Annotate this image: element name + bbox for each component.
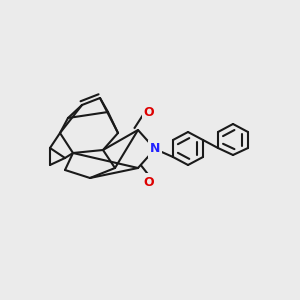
Text: N: N [150,142,160,155]
Text: O: O [144,106,154,119]
Text: O: O [144,176,154,188]
